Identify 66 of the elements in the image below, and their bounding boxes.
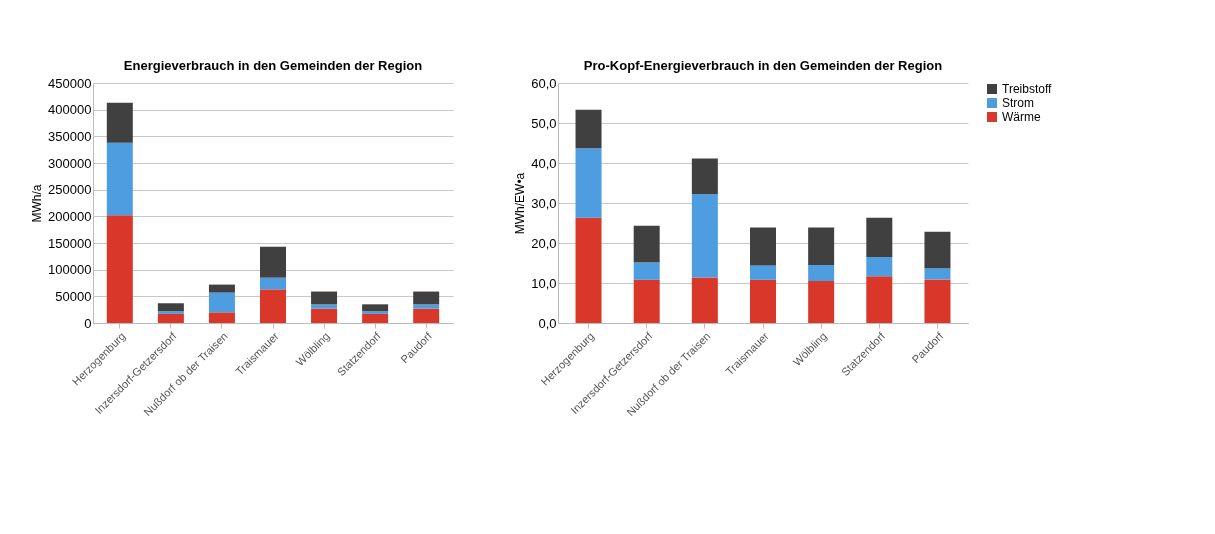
legend-label: Treibstoff — [1002, 82, 1053, 96]
bar — [413, 304, 440, 309]
bar — [808, 281, 835, 323]
bar — [260, 277, 286, 290]
y-tick-label: 300000 — [48, 155, 92, 171]
bar — [808, 227, 835, 265]
y-tick-label: 250000 — [48, 182, 92, 198]
bar — [633, 279, 660, 323]
bar — [106, 215, 133, 323]
y-tick-label: 0 — [84, 315, 92, 331]
bar — [924, 279, 951, 323]
bar — [208, 292, 235, 313]
bar — [866, 257, 893, 277]
bar — [633, 262, 660, 280]
bar — [362, 311, 389, 314]
bar — [924, 231, 951, 269]
y-tick-label: 60,0 — [531, 75, 557, 91]
bar — [633, 225, 660, 263]
bar — [260, 246, 286, 278]
y-tick-label: 100000 — [48, 262, 92, 278]
bar — [157, 311, 184, 314]
y-tick-label: 20,0 — [531, 235, 557, 251]
bar — [750, 279, 776, 323]
bar — [691, 194, 718, 278]
chart-title: Energieverbrauch in den Gemeinden der Region — [123, 58, 423, 73]
y-tick-label: 150000 — [48, 235, 92, 251]
bar — [208, 284, 235, 293]
y-axis-title: MWh/EW•a — [513, 172, 528, 235]
y-axis-title: MWh/a — [30, 184, 45, 223]
bar — [750, 265, 776, 280]
bar — [208, 312, 235, 323]
bar — [311, 304, 338, 309]
y-tick-label: 200000 — [48, 208, 92, 224]
bar — [413, 308, 440, 323]
legend-label: Strom — [1002, 96, 1035, 110]
y-tick-label: 450000 — [48, 75, 92, 91]
y-tick-label: 30,0 — [531, 195, 557, 211]
bar — [575, 109, 602, 149]
bar — [106, 102, 133, 143]
bar — [311, 308, 338, 323]
y-tick-label: 50000 — [55, 288, 92, 304]
bar — [866, 276, 893, 323]
bar — [691, 158, 718, 195]
bar — [691, 277, 718, 323]
bar — [413, 291, 440, 305]
bar — [260, 289, 286, 323]
bar — [311, 291, 338, 305]
bar — [106, 142, 133, 216]
bar — [157, 313, 184, 323]
legend-label: Wärme — [1002, 110, 1041, 124]
y-tick-label: 0,0 — [538, 315, 557, 331]
y-tick-label: 50,0 — [531, 115, 557, 131]
y-tick-label: 10,0 — [531, 275, 557, 291]
bar — [924, 268, 951, 280]
chart-title: Pro-Kopf-Energieverbrauch in den Gemeinden der Region — [583, 58, 943, 73]
bar — [575, 148, 602, 218]
bar — [362, 313, 389, 323]
y-tick-label: 40,0 — [531, 155, 557, 171]
bar — [866, 217, 893, 257]
bar — [575, 217, 602, 323]
bar — [157, 303, 184, 312]
bar — [362, 304, 389, 312]
y-tick-label: 400000 — [48, 102, 92, 118]
bar — [808, 265, 835, 281]
bar — [750, 227, 776, 266]
y-tick-label: 350000 — [48, 128, 92, 144]
